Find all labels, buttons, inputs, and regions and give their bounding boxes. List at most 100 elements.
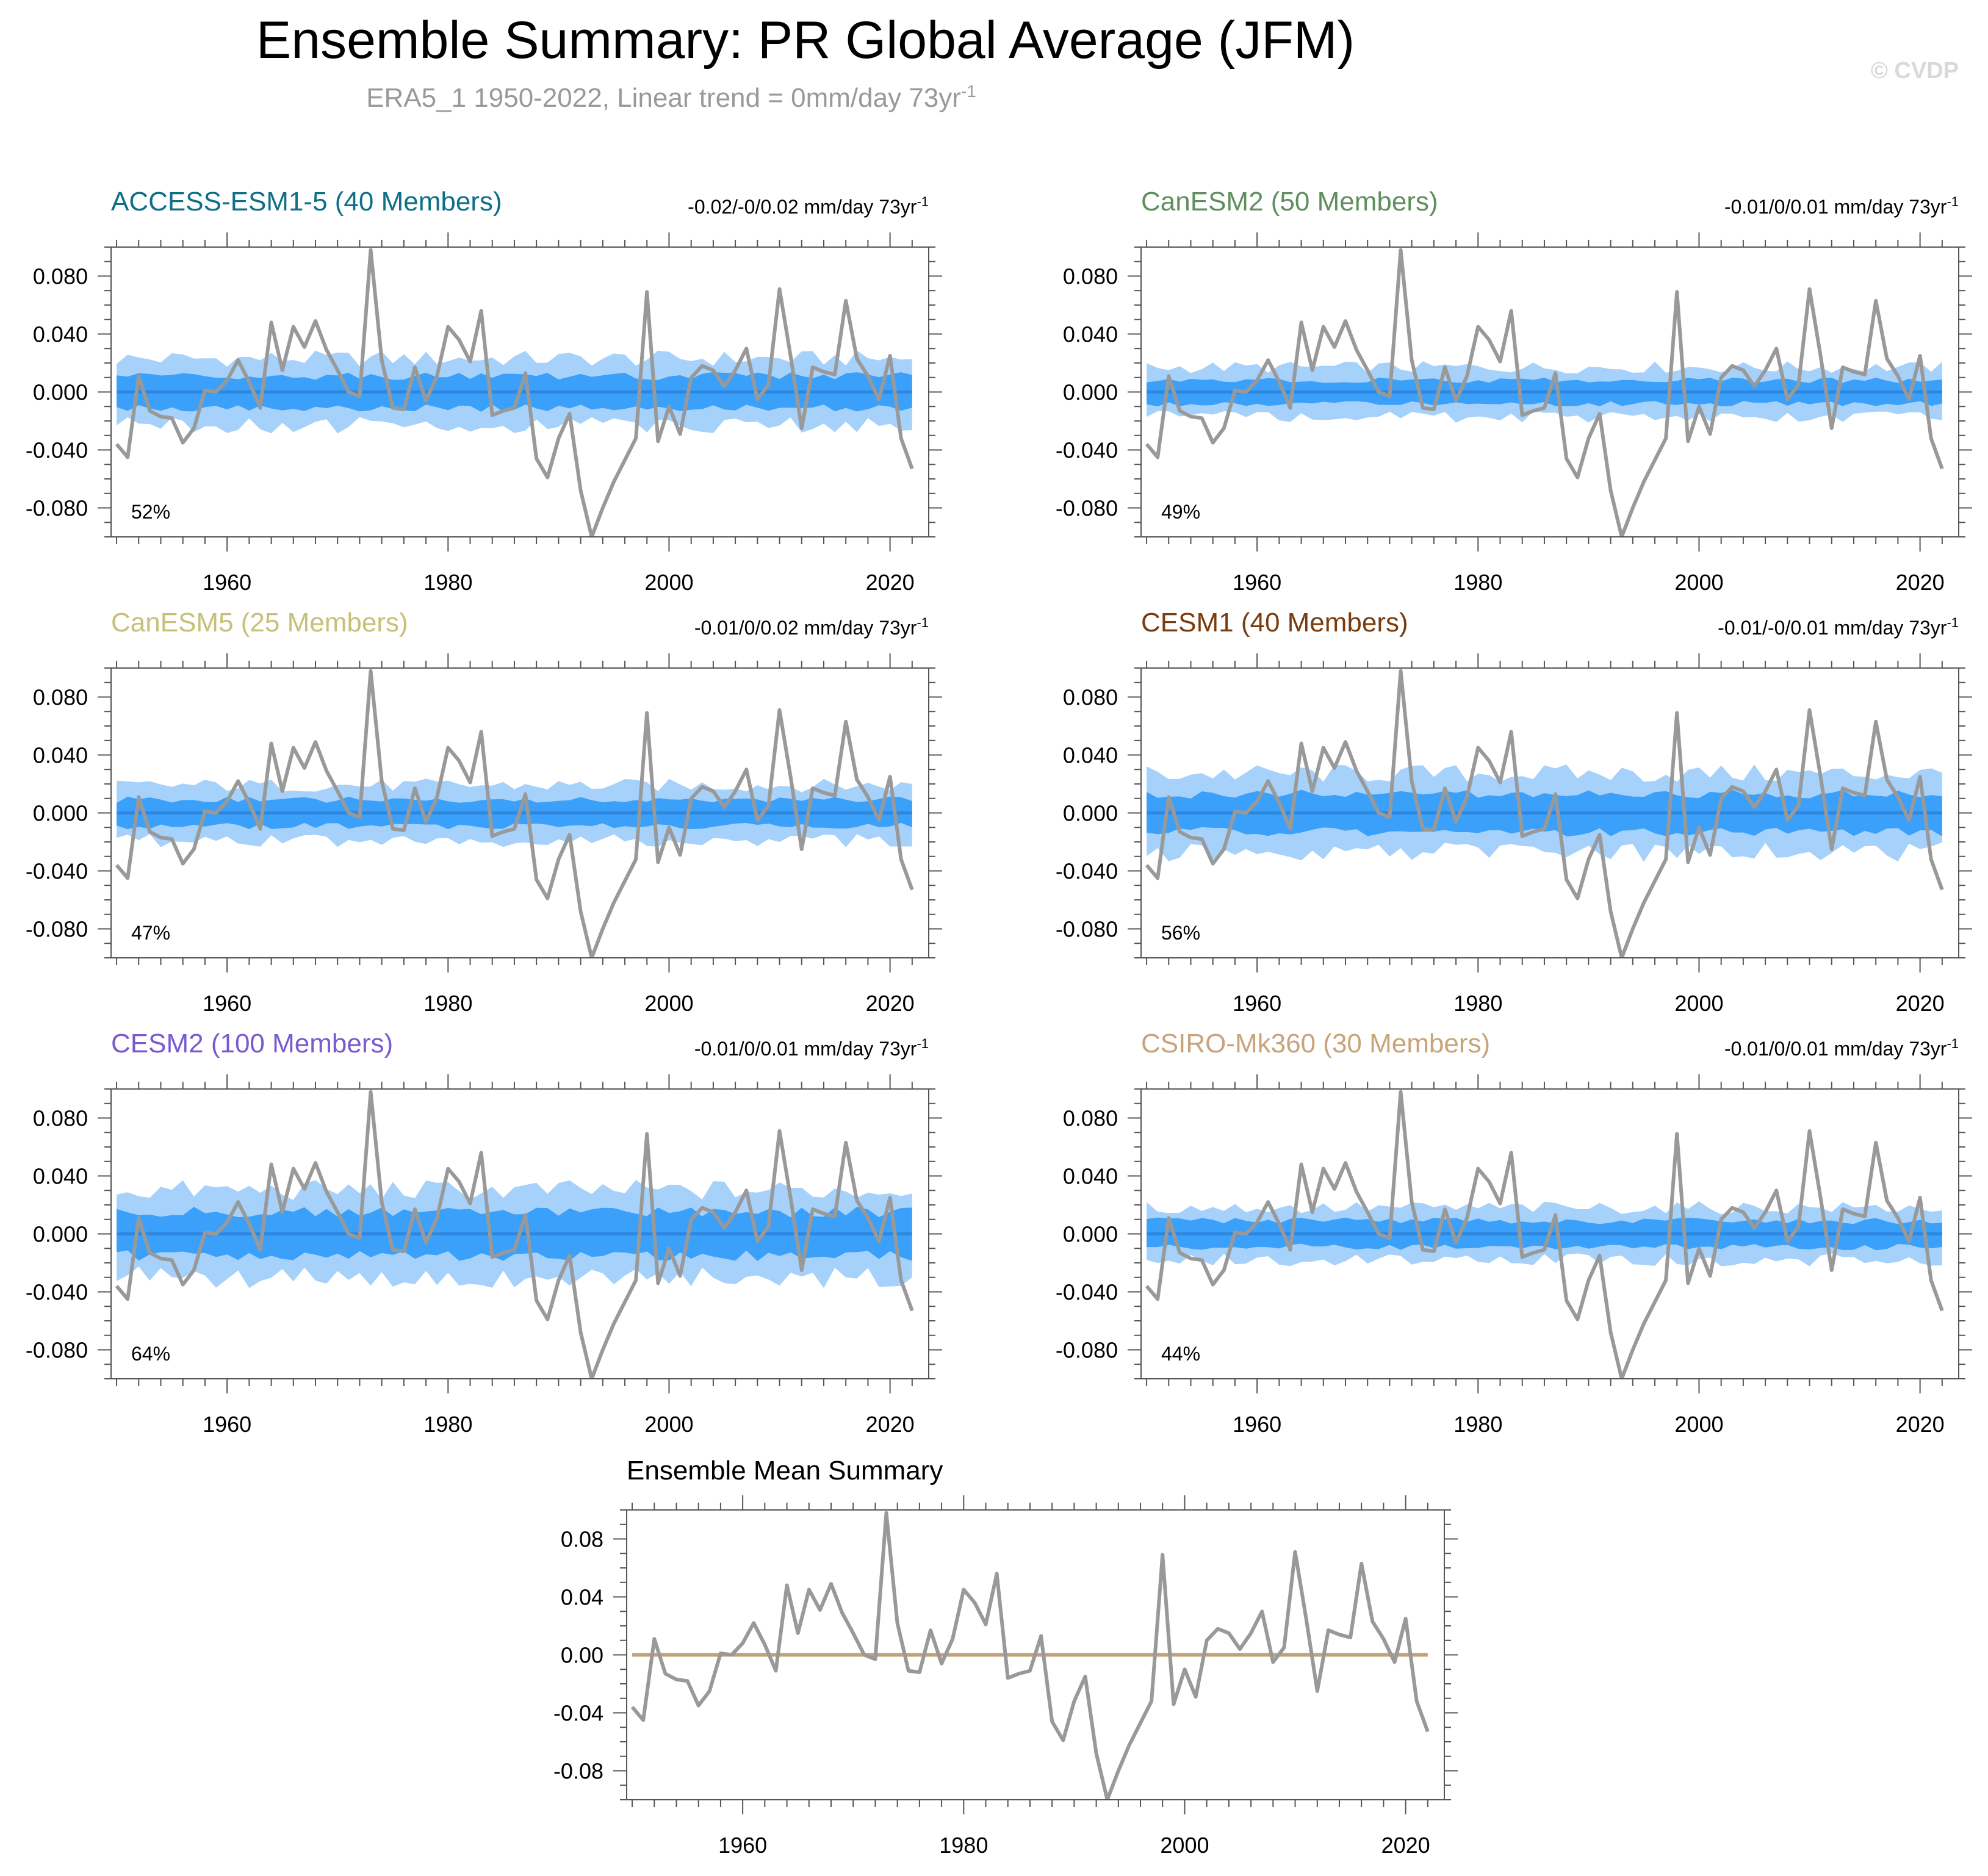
y-tick-label: 0.000 xyxy=(33,1222,88,1247)
y-tick-label: 0.080 xyxy=(33,1106,88,1131)
panel-title: CESM1 (40 Members) xyxy=(1141,608,1408,638)
y-tick-label: -0.08 xyxy=(553,1759,603,1784)
y-tick-label: 0.040 xyxy=(1063,322,1118,347)
chart-panel-1: 0.080 0.040 0.000 -0.040 -0.080 1960 1980 2000 2… xyxy=(26,187,942,595)
x-tick-label: 1980 xyxy=(1453,1412,1502,1437)
y-tick-label: -0.040 xyxy=(26,438,88,463)
observed-line xyxy=(115,669,914,958)
chart-panel-6: 0.080 0.040 0.000 -0.040 -0.080 1960 1980 2000 2… xyxy=(1056,1029,1972,1437)
trend-label: -0.02/-0/0.02 mm/day 73yr-1 xyxy=(688,194,929,218)
trend-label-sup: -1 xyxy=(1947,194,1959,209)
trend-label-main: -0.01/-0/0.01 mm/day 73yr xyxy=(1718,617,1947,639)
x-tick-label: 2000 xyxy=(644,991,693,1016)
trend-label-main: -0.01/0/0.01 mm/day 73yr xyxy=(694,1038,917,1060)
percent-label: 49% xyxy=(1161,501,1200,523)
plot-area xyxy=(1145,669,1944,958)
y-tick-label: -0.080 xyxy=(1056,496,1118,521)
x-tick-label: 1980 xyxy=(423,991,472,1016)
y-tick-label: -0.080 xyxy=(1056,917,1118,942)
x-tick-label: 1960 xyxy=(718,1833,767,1858)
x-tick-label: 1980 xyxy=(939,1833,988,1858)
x-tick-label: 1960 xyxy=(203,1412,251,1437)
x-tick-label: 1980 xyxy=(423,570,472,595)
y-tick-label: 0.000 xyxy=(1063,1222,1118,1247)
x-tick-label: 2020 xyxy=(1381,1833,1430,1858)
y-tick-label: 0.000 xyxy=(33,380,88,405)
x-tick-label: 2020 xyxy=(866,991,915,1016)
trend-label: -0.01/0/0.01 mm/day 73yr-1 xyxy=(1724,1036,1959,1060)
trend-label: -0.01/-0/0.01 mm/day 73yr-1 xyxy=(1718,615,1959,639)
trend-label-main: -0.01/0/0.01 mm/day 73yr xyxy=(1724,1038,1947,1060)
y-tick-label: 0.040 xyxy=(1063,1164,1118,1189)
y-tick-label: 0.040 xyxy=(33,743,88,768)
plot-area xyxy=(630,1511,1430,1800)
y-tick-label: -0.040 xyxy=(1056,859,1118,884)
panel-title: CanESM5 (25 Members) xyxy=(111,608,408,638)
y-tick-label: 0.00 xyxy=(561,1643,603,1668)
observed-line xyxy=(115,248,914,537)
y-tick-label: 0.080 xyxy=(33,685,88,710)
chart-panel-7: 0.08 0.04 0.00 -0.04 -0.08 1960 1980 2000 2020 En… xyxy=(553,1456,1458,1858)
x-tick-label: 2000 xyxy=(1160,1833,1209,1858)
y-tick-label: -0.040 xyxy=(26,1280,88,1305)
percent-label: 44% xyxy=(1161,1343,1200,1365)
trend-label-sup: -1 xyxy=(1947,1036,1959,1051)
y-tick-label: -0.080 xyxy=(26,1338,88,1363)
x-tick-label: 2020 xyxy=(1896,570,1945,595)
y-tick-label: 0.080 xyxy=(1063,685,1118,710)
chart-panel-4: 0.080 0.040 0.000 -0.040 -0.080 1960 1980 2000 2… xyxy=(1056,608,1972,1016)
trend-label-main: -0.01/0/0.01 mm/day 73yr xyxy=(1724,196,1947,218)
plot-area xyxy=(115,248,914,537)
plot-area xyxy=(1145,1090,1944,1379)
x-tick-label: 2000 xyxy=(644,1412,693,1437)
trend-label: -0.01/0/0.02 mm/day 73yr-1 xyxy=(694,615,929,639)
trend-label-sup: -1 xyxy=(917,1036,929,1051)
y-tick-label: -0.04 xyxy=(553,1701,603,1726)
x-tick-label: 1960 xyxy=(203,570,251,595)
y-tick-label: -0.080 xyxy=(26,917,88,942)
y-tick-label: -0.040 xyxy=(26,859,88,884)
chart-panel-5: 0.080 0.040 0.000 -0.040 -0.080 1960 1980 2000 2… xyxy=(26,1029,942,1437)
x-tick-label: 1980 xyxy=(423,1412,472,1437)
trend-label-sup: -1 xyxy=(1947,615,1959,630)
x-tick-label: 2020 xyxy=(1896,1412,1945,1437)
trend-label-sup: -1 xyxy=(917,615,929,630)
plot-area xyxy=(1145,248,1944,537)
x-tick-label: 1980 xyxy=(1453,991,1502,1016)
trend-label-main: -0.01/0/0.02 mm/day 73yr xyxy=(694,617,917,639)
y-tick-label: -0.080 xyxy=(1056,1338,1118,1363)
x-tick-label: 2000 xyxy=(1674,1412,1723,1437)
trend-label-sup: -1 xyxy=(917,194,929,209)
x-tick-label: 2000 xyxy=(1674,991,1723,1016)
observed-line xyxy=(115,1090,914,1379)
x-tick-label: 1980 xyxy=(1453,570,1502,595)
y-tick-label: 0.040 xyxy=(33,322,88,347)
percent-label: 64% xyxy=(131,1343,170,1365)
y-tick-label: 0.040 xyxy=(33,1164,88,1189)
x-tick-label: 2020 xyxy=(866,570,915,595)
y-tick-label: -0.040 xyxy=(1056,1280,1118,1305)
y-tick-label: 0.000 xyxy=(1063,380,1118,405)
x-tick-label: 2020 xyxy=(866,1412,915,1437)
observed-line xyxy=(630,1511,1430,1800)
trend-label: -0.01/0/0.01 mm/day 73yr-1 xyxy=(694,1036,929,1060)
chart-panel-3: 0.080 0.040 0.000 -0.040 -0.080 1960 1980 2000 2… xyxy=(26,608,942,1016)
x-tick-label: 2000 xyxy=(644,570,693,595)
x-tick-label: 1960 xyxy=(1233,991,1281,1016)
percent-label: 52% xyxy=(131,501,170,523)
observed-line xyxy=(1145,669,1944,958)
y-tick-label: -0.040 xyxy=(1056,438,1118,463)
figure-subtitle: ERA5_1 1950-2022, Linear trend = 0mm/day… xyxy=(366,82,976,113)
panel-title: Ensemble Mean Summary xyxy=(627,1456,943,1486)
y-tick-label: -0.080 xyxy=(26,496,88,521)
percent-label: 56% xyxy=(1161,922,1200,944)
watermark: © CVDP xyxy=(1871,58,1959,84)
y-tick-label: 0.080 xyxy=(1063,264,1118,289)
y-tick-label: 0.080 xyxy=(33,264,88,289)
x-tick-label: 1960 xyxy=(1233,570,1281,595)
observed-line xyxy=(1145,1090,1944,1379)
trend-label: -0.01/0/0.01 mm/day 73yr-1 xyxy=(1724,194,1959,218)
y-tick-label: 0.08 xyxy=(561,1527,603,1552)
